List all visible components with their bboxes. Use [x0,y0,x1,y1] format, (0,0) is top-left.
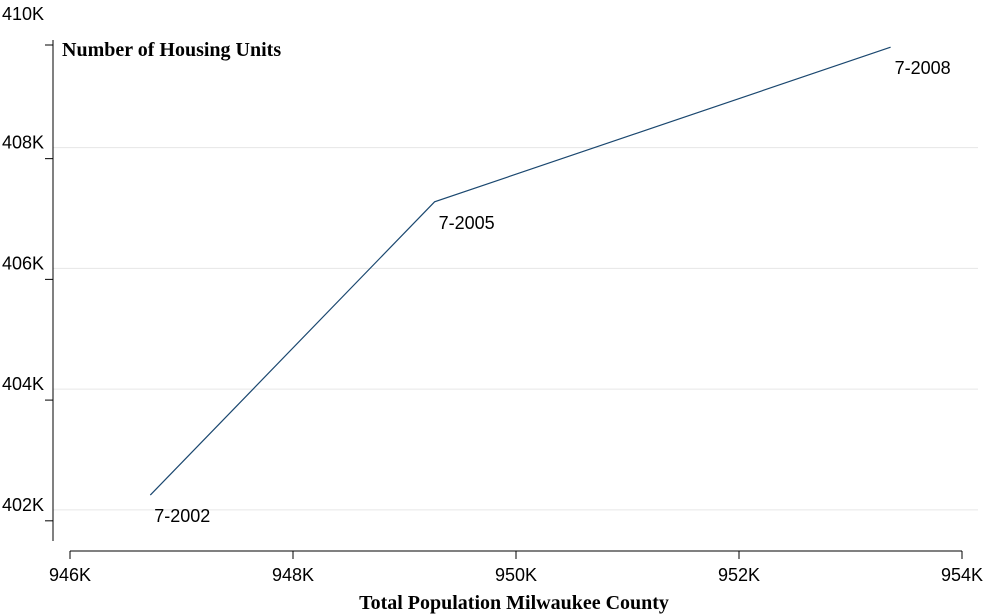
point-labels: 7-2002 7-2005 7-2008 [154,58,950,526]
y-axis-ticks: 402K 404K 406K 408K 410K [2,4,53,522]
x-tick-label: 948K [272,565,314,585]
y-tick-label: 408K [2,133,44,153]
gridlines [53,147,978,511]
point-label: 7-2008 [895,58,951,78]
x-tick-label: 946K [49,565,91,585]
point-label: 7-2005 [439,213,495,233]
point-label: 7-2002 [154,506,210,526]
x-tick-label: 952K [718,565,760,585]
y-tick-label: 402K [2,495,44,515]
y-tick-label: 406K [2,253,44,273]
x-axis-ticks: 946K 948K 950K 952K 954K [49,551,983,585]
series-line [149,46,891,496]
x-tick-label: 950K [495,565,537,585]
y-axis-title: Number of Housing Units [62,39,281,61]
x-axis-title: Total Population Milwaukee County [359,592,669,614]
y-tick-label: 410K [2,4,44,24]
y-tick-label: 404K [2,374,44,394]
x-tick-label: 954K [941,565,983,585]
